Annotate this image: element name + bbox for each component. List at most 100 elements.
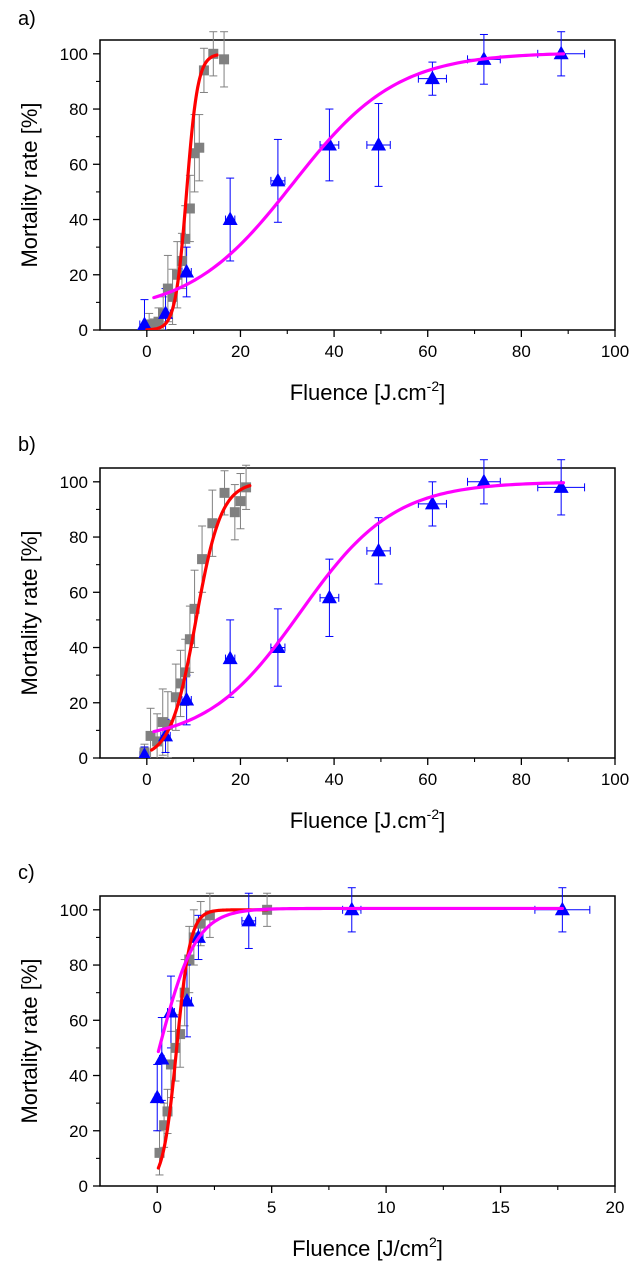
panel-label: b): [18, 434, 36, 456]
y-tick-label: 40: [69, 639, 88, 658]
y-tick-label: 100: [60, 473, 88, 492]
data-point-square: [152, 736, 163, 747]
data-point-triangle: [154, 1050, 170, 1065]
x-tick-label: 0: [142, 342, 151, 361]
data-point-square: [162, 283, 173, 294]
x-axis-label: Fluence [J/cm2]: [292, 1234, 443, 1261]
data-point-square: [229, 507, 240, 518]
data-point-triangle: [241, 912, 257, 927]
y-tick-label: 100: [60, 45, 88, 64]
data-point-square: [165, 1059, 176, 1070]
y-axis-label: Mortality rate [%]: [17, 530, 42, 695]
plot-frame: [99, 895, 616, 1187]
y-axis-label: Mortality rate [%]: [17, 958, 42, 1123]
data-point-square: [184, 634, 195, 645]
x-axis-label-superscript: -2: [427, 378, 440, 394]
y-tick-label: 0: [79, 749, 88, 768]
series-triangles: [153, 887, 591, 1132]
data-point-triangle: [553, 479, 569, 493]
data-point-triangle: [321, 136, 337, 151]
plot-frame: [99, 39, 616, 331]
x-tick-label: 20: [606, 1198, 625, 1217]
x-tick-label: 0: [142, 770, 151, 789]
y-tick-label: 20: [69, 266, 88, 285]
y-tick-label: 60: [69, 1011, 88, 1030]
data-point-square: [154, 1147, 165, 1158]
x-tick-label: 0: [152, 1198, 161, 1217]
data-point-triangle: [371, 542, 387, 557]
plot-area: [138, 459, 586, 758]
data-point-triangle: [179, 264, 195, 278]
plot-frame: [99, 467, 616, 759]
data-point-square: [197, 554, 208, 565]
x-tick-label: 100: [601, 342, 629, 361]
x-axis-label-superscript: -2: [427, 806, 440, 822]
data-point-square: [204, 910, 215, 921]
data-point-square: [175, 678, 186, 689]
series-triangles: [139, 31, 586, 330]
data-point-triangle: [270, 172, 286, 187]
panel-label: c): [18, 862, 35, 884]
data-point-triangle: [222, 211, 238, 226]
data-point-square: [219, 487, 230, 498]
y-axis-label: Mortality rate [%]: [17, 102, 42, 267]
data-point-triangle: [136, 316, 152, 330]
x-axis-label-main: Fluence [J/cm: [292, 1236, 429, 1261]
data-point-square: [175, 1029, 186, 1040]
data-point-triangle: [179, 692, 195, 706]
data-point-triangle: [371, 136, 387, 151]
y-tick-label: 0: [79, 1177, 88, 1196]
data-point-triangle: [149, 1089, 165, 1104]
x-axis-label-end: ]: [439, 808, 445, 833]
plot-area: [136, 31, 586, 330]
data-point-square: [179, 987, 190, 998]
data-point-square: [157, 717, 168, 728]
series-squares: [155, 892, 272, 1176]
chart-panel-1: a) 0 20 40 60 80 100 0 20 40 60 80 100 Fluence [J.cm-…: [17, 8, 629, 405]
data-point-square: [198, 65, 209, 76]
chart-panel-2: b) 0 20 40 60 80 100 0 20 40 60 80 100 Fluence [J.cm-…: [17, 434, 629, 833]
fit-curve-red: [149, 484, 252, 752]
data-point-square: [219, 54, 230, 65]
x-axis-label: Fluence [J.cm-2]: [290, 806, 446, 833]
y-tick-label: 0: [79, 321, 88, 340]
data-point-square: [144, 319, 155, 330]
y-tick-label: 80: [69, 956, 88, 975]
data-point-square: [235, 496, 246, 507]
data-point-square: [159, 1120, 170, 1131]
y-tick-label: 80: [69, 528, 88, 547]
data-point-square: [188, 932, 199, 943]
data-point-square: [145, 730, 156, 741]
x-axis-label: Fluence [J.cm-2]: [290, 378, 446, 405]
data-point-square: [170, 692, 181, 703]
x-tick-label: 40: [325, 342, 344, 361]
data-point-triangle: [179, 992, 195, 1007]
data-point-triangle: [222, 650, 238, 665]
x-tick-label: 40: [325, 770, 344, 789]
data-point-square: [162, 719, 173, 730]
chart-panel-3: c) 0 5 10 15 20 0 20 40 60 80 100 Fluence [J/cm2] Mor…: [17, 862, 624, 1261]
y-tick-label: 100: [60, 901, 88, 920]
data-point-square: [148, 325, 159, 330]
x-tick-label: 15: [491, 1198, 510, 1217]
data-point-square: [207, 518, 218, 529]
y-tick-label: 20: [69, 694, 88, 713]
x-tick-label: 80: [512, 770, 531, 789]
data-point-square: [189, 603, 200, 614]
y-tick-label: 40: [69, 211, 88, 230]
x-tick-label: 80: [512, 342, 531, 361]
data-point-triangle: [138, 747, 151, 758]
x-tick-label: 60: [418, 342, 437, 361]
data-point-square: [153, 316, 164, 327]
plot-area: [149, 887, 591, 1176]
data-point-square: [180, 233, 191, 244]
data-point-square: [189, 148, 200, 159]
data-point-square: [208, 48, 219, 59]
x-axis-label-main: Fluence [J.cm: [290, 808, 427, 833]
x-axis-label-end: ]: [437, 1236, 443, 1261]
x-tick-label: 60: [418, 770, 437, 789]
panel-label: a): [18, 8, 36, 30]
y-tick-label: 60: [69, 155, 88, 174]
x-axis-label-end: ]: [439, 380, 445, 405]
data-point-triangle: [424, 495, 440, 510]
